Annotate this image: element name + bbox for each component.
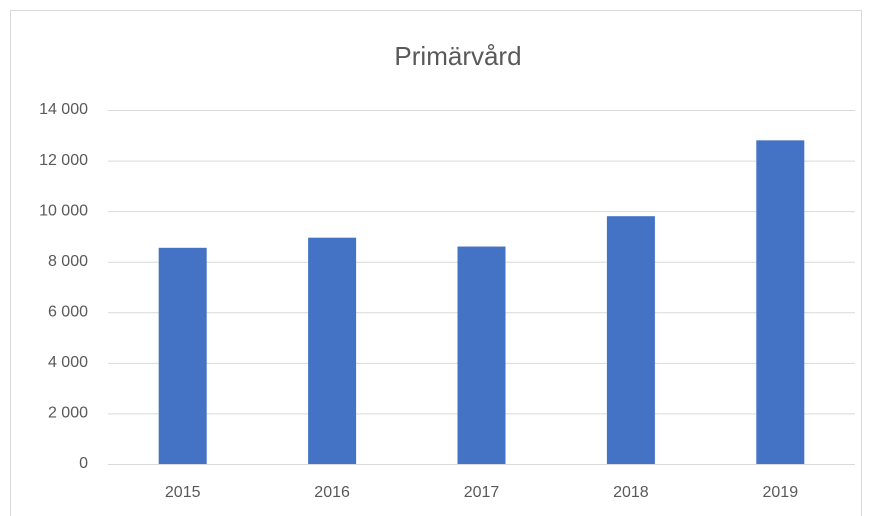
x-tick-label: 2015 — [165, 484, 201, 501]
bar — [308, 237, 357, 464]
y-tick-label: 4 000 — [48, 354, 88, 371]
y-tick-label: 12 000 — [39, 152, 88, 169]
y-tick-label: 10 000 — [39, 202, 88, 219]
chart-title: Primärvård — [394, 41, 521, 71]
y-tick-label: 8 000 — [48, 253, 88, 270]
bar — [756, 140, 805, 465]
y-tick-label: 0 — [79, 455, 88, 472]
chart-frame — [10, 10, 862, 516]
bar — [158, 247, 207, 464]
x-tick-label: 2018 — [613, 484, 649, 501]
bar — [457, 246, 506, 464]
y-tick-label: 14 000 — [39, 101, 88, 118]
x-tick-label: 2017 — [464, 484, 500, 501]
x-tick-label: 2016 — [314, 484, 350, 501]
y-tick-label: 6 000 — [48, 304, 88, 321]
x-tick-label: 2019 — [763, 484, 799, 501]
y-tick-label: 2 000 — [48, 405, 88, 422]
bar — [606, 216, 655, 464]
